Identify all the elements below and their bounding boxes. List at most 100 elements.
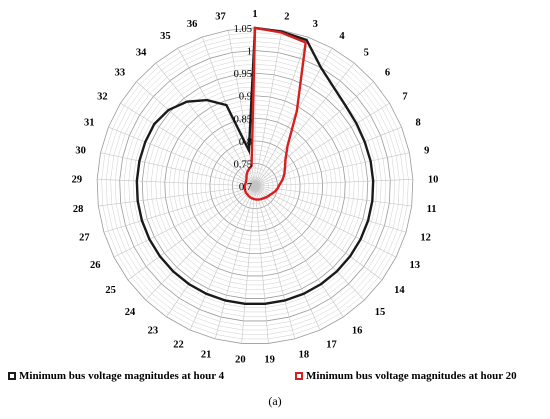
radial-tick-label: 0.8: [239, 137, 252, 148]
radar-grid: [96, 27, 414, 344]
grid-spoke: [254, 102, 390, 187]
grid-ring: [223, 154, 287, 218]
grid-spoke: [254, 185, 321, 331]
grid-ring: [151, 81, 359, 290]
grid-spoke: [189, 185, 256, 331]
grid-ring: [164, 95, 346, 277]
grid-ring: [155, 86, 355, 286]
grid-ring: [123, 54, 387, 317]
radial-tick-label: 0.9: [239, 92, 252, 103]
grid-spoke: [254, 185, 344, 318]
figure-caption: (a): [268, 394, 282, 408]
category-label: 20: [235, 354, 246, 365]
grid-ring: [114, 45, 396, 326]
category-label: 11: [427, 204, 437, 215]
grid-spoke: [254, 126, 402, 187]
radial-tick-label: 1: [247, 47, 252, 58]
category-label: 7: [402, 91, 407, 102]
legend-label-hour-20: Minimum bus voltage magnitudes at hour 2…: [306, 370, 517, 382]
category-label: 35: [160, 31, 171, 42]
grid-spoke: [254, 185, 407, 233]
grid-ring: [173, 104, 337, 268]
category-label: 32: [97, 91, 108, 102]
category-label: 13: [409, 260, 420, 271]
grid-ring: [160, 90, 350, 281]
grid-ring: [169, 99, 341, 272]
grid-spoke: [97, 178, 256, 187]
grid-spoke: [254, 185, 269, 344]
legend-swatch-hour-20: [295, 372, 303, 380]
grid-ring: [218, 149, 292, 223]
radial-tick-label: 0.75: [234, 159, 252, 170]
category-label: 14: [394, 285, 405, 296]
grid-ring: [146, 77, 364, 295]
grid-ring: [105, 36, 405, 335]
category-label: 3: [313, 19, 318, 30]
grid-spoke: [113, 185, 256, 258]
legend-label-hour-4: Minimum bus voltage magnitudes at hour 4: [19, 370, 225, 382]
category-label: 28: [73, 204, 84, 215]
legend-swatch-hour-4: [8, 372, 16, 380]
category-label: 8: [416, 117, 421, 128]
category-label: 23: [148, 325, 159, 336]
grid-spoke: [145, 185, 256, 301]
grid-spoke: [127, 185, 256, 281]
category-label: 25: [105, 285, 116, 296]
grid-ring: [110, 41, 400, 331]
grid-ring: [196, 127, 314, 245]
grid-ring: [200, 131, 310, 241]
grid-spoke: [214, 185, 256, 339]
category-label: 16: [352, 325, 363, 336]
category-label: 22: [173, 340, 184, 351]
category-label: 15: [375, 307, 386, 318]
grid-spoke: [254, 185, 412, 207]
radial-tick-label: 1.05: [234, 24, 252, 35]
grid-spoke: [100, 152, 256, 187]
grid-spoke: [98, 185, 256, 207]
series-line-hour-20: [243, 26, 307, 201]
grid-ring: [101, 32, 409, 340]
grid-ring: [141, 72, 369, 299]
grid-spoke: [177, 47, 256, 187]
grid-ring: [205, 136, 305, 236]
grid-spoke: [254, 47, 333, 187]
category-label: 5: [364, 47, 369, 58]
category-label: 6: [385, 68, 390, 79]
grid-ring: [178, 109, 332, 263]
grid-spoke: [254, 185, 296, 339]
radial-tick-label: 0.85: [234, 114, 252, 125]
grid-spoke: [108, 126, 256, 187]
category-label: 26: [90, 260, 101, 271]
category-label: 10: [428, 175, 439, 186]
grid-spoke: [254, 81, 374, 187]
grid-spoke: [155, 62, 256, 187]
grid-spoke: [166, 185, 256, 318]
grid-ring: [214, 145, 296, 227]
grid-spoke: [120, 102, 256, 187]
radial-tick-label: 0.7: [239, 182, 252, 193]
grid-ring: [191, 122, 319, 250]
category-label: 33: [115, 68, 126, 79]
grid-spoke: [254, 62, 355, 187]
grid-ring: [232, 163, 278, 209]
grid-spoke: [254, 178, 413, 187]
grid-ring: [96, 27, 414, 344]
grid-spoke: [103, 185, 256, 233]
category-label: 18: [299, 349, 310, 360]
grid-ring: [128, 59, 382, 313]
grid-ring: [119, 50, 391, 322]
grid-ring: [236, 167, 274, 205]
category-label: 37: [215, 11, 226, 22]
grid-ring: [182, 113, 328, 259]
category-label: 17: [326, 340, 337, 351]
legend-item-hour-4: Minimum bus voltage magnitudes at hour 4: [8, 370, 224, 382]
grid-spoke: [241, 185, 256, 344]
grid-ring: [186, 117, 324, 254]
category-label: 21: [201, 349, 212, 360]
category-label: 12: [420, 233, 431, 244]
category-label: 29: [72, 175, 83, 186]
category-label: 19: [264, 354, 275, 365]
grid-spoke: [254, 185, 383, 281]
radar-series-layer: [135, 26, 375, 306]
